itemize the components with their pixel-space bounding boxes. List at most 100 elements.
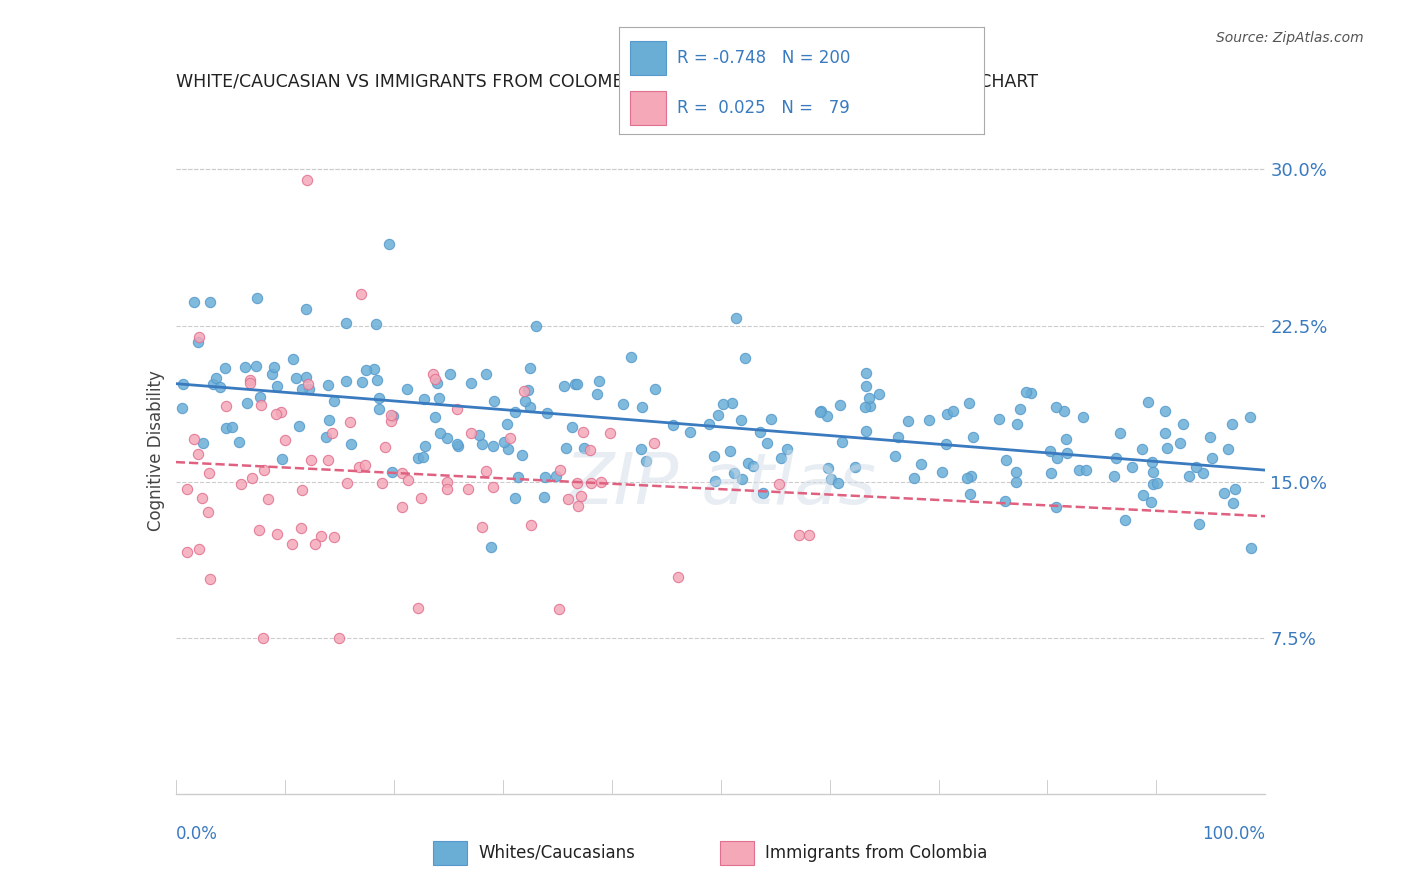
Point xyxy=(636,454,658,468)
Point xyxy=(512,384,534,398)
Point xyxy=(661,418,683,433)
Point xyxy=(569,489,592,503)
Point xyxy=(679,425,702,439)
Point xyxy=(1074,463,1097,477)
Point xyxy=(561,420,583,434)
Point xyxy=(492,434,515,449)
Point xyxy=(316,378,339,392)
Point xyxy=(328,631,350,645)
Point xyxy=(496,417,519,431)
Point xyxy=(1114,513,1136,527)
Point xyxy=(396,473,419,487)
Point xyxy=(446,437,468,451)
Point xyxy=(295,173,318,187)
Point xyxy=(988,411,1011,425)
Point xyxy=(1240,541,1263,555)
Point xyxy=(439,367,461,381)
Point xyxy=(723,466,745,480)
Point xyxy=(524,319,547,334)
Point xyxy=(288,418,311,433)
Point xyxy=(396,382,419,396)
Point xyxy=(936,407,959,421)
Point xyxy=(731,472,754,486)
Point xyxy=(247,523,270,537)
Point xyxy=(630,400,652,414)
Point xyxy=(567,499,589,513)
Point xyxy=(270,405,292,419)
Point xyxy=(242,471,264,485)
Point xyxy=(1039,444,1062,458)
Point xyxy=(519,401,541,415)
Point xyxy=(413,392,436,406)
Point xyxy=(1239,409,1261,424)
Point xyxy=(1192,466,1215,480)
Point xyxy=(855,366,877,380)
Point xyxy=(1139,494,1161,508)
Point xyxy=(239,376,262,390)
Text: WHITE/CAUCASIAN VS IMMIGRANTS FROM COLOMBIA COGNITIVE DISABILITY CORRELATION CHA: WHITE/CAUCASIAN VS IMMIGRANTS FROM COLOM… xyxy=(176,72,1038,90)
Point xyxy=(253,463,276,477)
Point xyxy=(787,528,810,542)
Point xyxy=(187,447,209,461)
Point xyxy=(768,477,790,491)
Point xyxy=(741,459,763,474)
Point xyxy=(565,475,588,490)
Point xyxy=(815,409,838,424)
Point xyxy=(827,476,849,491)
Point xyxy=(1005,417,1028,431)
Point xyxy=(536,406,558,420)
Point xyxy=(481,480,503,494)
Point xyxy=(239,372,262,386)
Point xyxy=(1198,430,1220,444)
Point xyxy=(366,373,388,387)
Point xyxy=(844,460,866,475)
Point xyxy=(853,400,876,414)
Point xyxy=(1142,476,1164,491)
Point xyxy=(957,396,980,410)
Point xyxy=(229,477,252,491)
Point xyxy=(572,425,595,439)
Point xyxy=(280,537,302,551)
Point xyxy=(534,469,557,483)
Point xyxy=(776,442,799,456)
Point xyxy=(188,330,211,344)
Point xyxy=(1040,467,1063,481)
Point xyxy=(516,384,538,398)
Point xyxy=(1130,442,1153,456)
Point xyxy=(215,399,238,413)
FancyBboxPatch shape xyxy=(630,41,666,75)
Point xyxy=(1004,465,1026,479)
Point xyxy=(368,401,391,416)
Point xyxy=(318,453,340,467)
Point xyxy=(339,415,361,429)
Point xyxy=(284,371,307,385)
Point xyxy=(962,430,984,444)
Point xyxy=(423,409,446,424)
Point xyxy=(799,528,821,542)
Point xyxy=(413,439,436,453)
Text: R =  0.025   N =   79: R = 0.025 N = 79 xyxy=(678,99,849,117)
Point xyxy=(266,378,288,392)
Point xyxy=(209,380,232,394)
Point xyxy=(519,360,541,375)
Y-axis label: Cognitive Disability: Cognitive Disability xyxy=(146,370,165,531)
Point xyxy=(1010,401,1032,416)
Point xyxy=(1071,410,1094,425)
Point xyxy=(374,440,396,454)
Point xyxy=(471,520,494,534)
Text: Immigrants from Colombia: Immigrants from Colombia xyxy=(765,844,987,862)
Point xyxy=(363,362,385,376)
Point xyxy=(249,398,271,412)
Point xyxy=(252,631,274,645)
Point xyxy=(170,401,193,416)
Point xyxy=(1005,475,1028,489)
Point xyxy=(198,466,221,480)
Point xyxy=(910,457,932,471)
Point xyxy=(436,482,458,496)
Point xyxy=(460,376,482,391)
Point xyxy=(1142,465,1164,479)
Point xyxy=(510,448,533,462)
Point xyxy=(429,425,451,440)
Point xyxy=(290,521,312,535)
Point xyxy=(868,386,890,401)
